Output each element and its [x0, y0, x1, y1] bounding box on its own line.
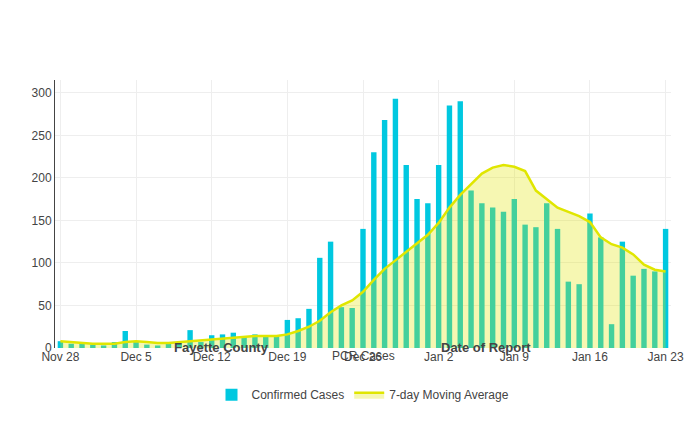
svg-text:150: 150	[32, 214, 52, 228]
svg-text:300: 300	[32, 86, 52, 100]
svg-text:200: 200	[32, 171, 52, 185]
svg-text:100: 100	[32, 256, 52, 270]
svg-text:Fayette County: Fayette County	[174, 340, 269, 355]
svg-text:Dec 26: Dec 26	[344, 350, 382, 364]
svg-text:Nov 28: Nov 28	[41, 350, 79, 364]
svg-text:Date of Report: Date of Report	[441, 340, 531, 355]
svg-text:50: 50	[38, 299, 52, 313]
svg-text:Confirmed Cases: Confirmed Cases	[252, 388, 345, 402]
svg-text:Jan 9: Jan 9	[500, 350, 530, 364]
svg-text:Jan 2: Jan 2	[424, 350, 454, 364]
svg-text:PCR Cases: PCR Cases	[332, 349, 395, 363]
svg-text:Dec 12: Dec 12	[193, 350, 231, 364]
svg-text:7-day Moving Average: 7-day Moving Average	[389, 388, 509, 402]
svg-text:Jan 23: Jan 23	[648, 350, 684, 364]
svg-text:Dec 19: Dec 19	[268, 350, 306, 364]
svg-text:Dec 5: Dec 5	[120, 350, 152, 364]
svg-text:250: 250	[32, 129, 52, 143]
svg-text:Jan 16: Jan 16	[572, 350, 608, 364]
svg-text:0: 0	[45, 341, 52, 355]
